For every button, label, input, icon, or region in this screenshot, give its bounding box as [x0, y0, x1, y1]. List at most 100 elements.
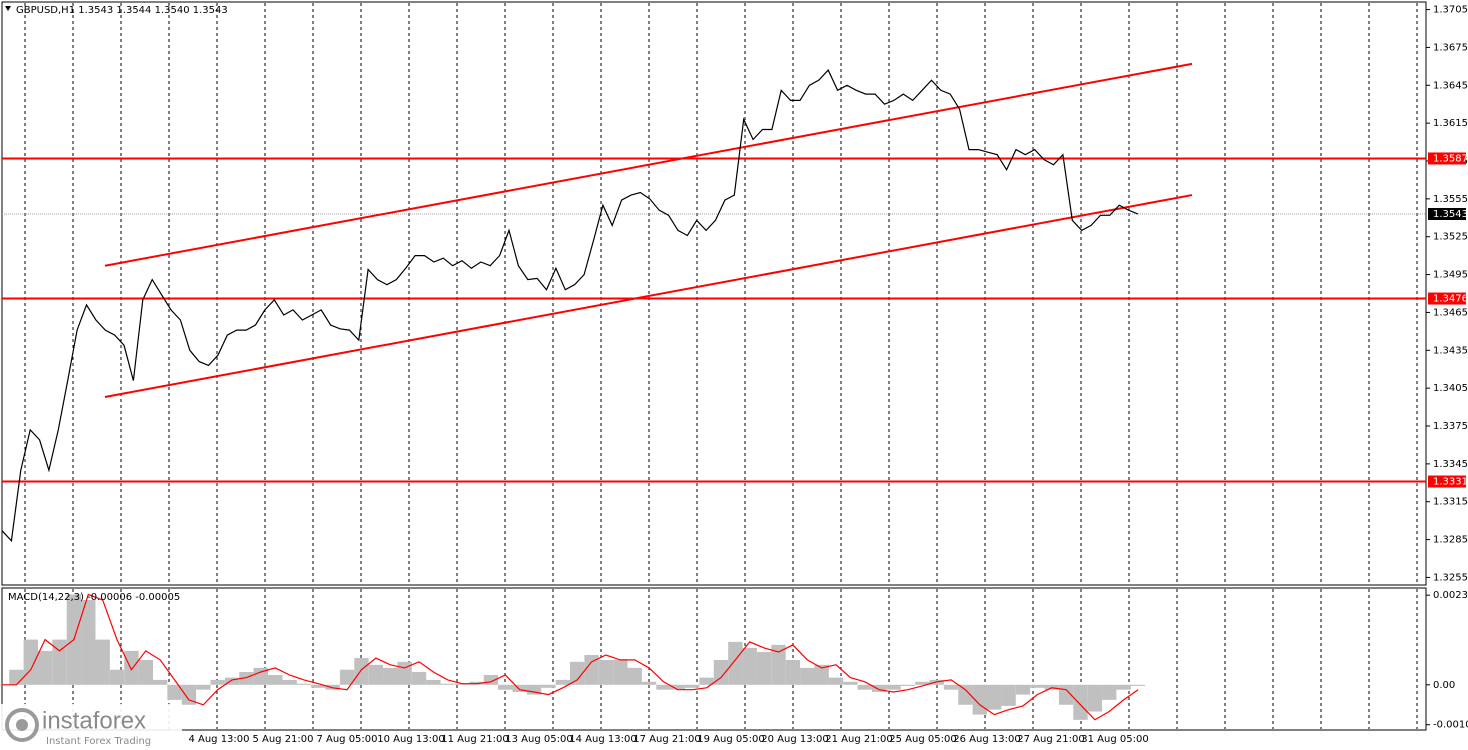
macd-bar: [95, 639, 110, 685]
macd-bar: [613, 659, 628, 685]
macd-bar: [196, 684, 211, 690]
level-label: 1.3476: [1433, 294, 1468, 305]
macd-bar: [1030, 684, 1045, 688]
macd-bar: [1130, 684, 1146, 686]
macd-bar: [915, 681, 930, 685]
signal-line: [2, 593, 1139, 721]
macd-bar: [268, 675, 283, 685]
macd-bar: [598, 659, 614, 685]
macd-bar: [152, 679, 168, 685]
macd-bar: [124, 650, 139, 685]
x-tick-label: 17 Aug 21:00: [633, 734, 700, 745]
macd-bar: [627, 667, 642, 685]
logo: instaforex Instant Forex Trading: [0, 704, 182, 750]
level-label-box: [1428, 475, 1466, 488]
x-tick-label: 25 Aug 05:00: [889, 734, 956, 745]
y-tick-label: 1.3675: [1433, 42, 1468, 53]
macd-bar: [555, 679, 570, 685]
macd-bar: [253, 667, 269, 685]
macd-bar: [871, 684, 887, 692]
price-pane: [1, 1, 1427, 586]
macd-bar: [785, 659, 801, 685]
macd-bar: [440, 683, 455, 685]
x-tick-label: 10 Aug 13:00: [377, 734, 444, 745]
y-tick-label: 1.3435: [1433, 345, 1468, 356]
macd-bar: [81, 600, 96, 685]
macd-bar: [526, 684, 542, 695]
macd-bar: [109, 669, 125, 685]
macd-bar: [670, 684, 686, 690]
macd-bar: [339, 669, 355, 685]
macd-bar: [210, 679, 225, 685]
macd-bar: [311, 684, 326, 688]
macd-bar: [685, 684, 700, 688]
logo-tagline: Instant Forex Trading: [46, 736, 151, 747]
macd-bar: [512, 684, 527, 692]
macd-bar: [181, 684, 197, 705]
current-price-label: 1.3543: [1433, 209, 1468, 220]
macd-bar: [239, 671, 254, 685]
macd-bar: [483, 675, 499, 685]
y-tick-label: 1.3555: [1433, 194, 1468, 205]
title-arrow: [5, 6, 11, 11]
price-line: [1, 69, 1139, 543]
macd-bar: [656, 684, 671, 690]
macd-bar: [52, 639, 67, 685]
x-tick-label: 27 Aug 21:00: [1017, 734, 1084, 745]
macd-bar: [713, 659, 729, 685]
macd-bar: [570, 661, 585, 685]
x-tick-label: 5 Aug 21:00: [252, 734, 313, 745]
macd-bar: [843, 681, 858, 685]
macd-bar: [411, 671, 427, 685]
macd-bar: [756, 652, 772, 685]
macd-bar: [23, 639, 38, 685]
logo-name: instaforex: [42, 707, 146, 734]
macd-bar: [728, 641, 743, 685]
channel-line: [104, 62, 1193, 267]
macd-bar: [886, 684, 901, 690]
y-tick-label: 1.3525: [1433, 232, 1468, 243]
macd-bar: [167, 684, 182, 700]
macd-bar: [958, 684, 973, 705]
plot-layer: 1.37051.36751.36451.36151.35851.35551.35…: [0, 3, 1468, 745]
y-tick-label: 1.3495: [1433, 270, 1468, 281]
macd-bar: [857, 684, 872, 690]
macd-bar: [1087, 684, 1103, 712]
y-tick-label: 1.3615: [1433, 118, 1468, 129]
macd-bar: [541, 684, 556, 688]
x-tick-label: 11 Aug 21:00: [441, 734, 508, 745]
macd-bar: [987, 684, 1002, 710]
macd-bar: [37, 650, 53, 685]
macd-bar: [1073, 684, 1088, 720]
macd-bar: [742, 647, 757, 685]
current-price-box: [1428, 208, 1466, 220]
macd-bar: [584, 655, 599, 685]
x-tick-label: 21 Aug 21:00: [825, 734, 892, 745]
macd-bar: [383, 667, 398, 685]
y-tick-label: 0.00238: [1433, 590, 1468, 601]
y-tick-label: 1.3285: [1433, 535, 1468, 546]
macd-bar: [9, 669, 24, 685]
macd-title: MACD(14,22,3) -0.00006 -0.00005: [8, 592, 180, 603]
macd-bar: [498, 684, 513, 690]
x-tick-label: 19 Aug 05:00: [697, 734, 764, 745]
level-label-box: [1428, 152, 1466, 165]
y-tick-label: 1.3375: [1433, 421, 1468, 432]
macd-bar: [354, 658, 369, 685]
macd-bar: [1116, 684, 1131, 690]
macd-bar: [224, 677, 240, 685]
y-tick-label: 1.3645: [1433, 80, 1468, 91]
y-tick-label: 1.3465: [1433, 307, 1468, 318]
x-tick-label: 7 Aug 05:00: [316, 734, 377, 745]
macd-bar: [368, 664, 384, 685]
level-label-box: [1428, 292, 1466, 305]
macd-bar: [828, 677, 844, 685]
macd-bar: [900, 684, 916, 686]
macd-bar: [1001, 684, 1016, 706]
level-label: 1.3587: [1433, 153, 1468, 164]
macd-bar: [1102, 684, 1117, 700]
macd-bar: [1015, 684, 1031, 695]
level-label: 1.3331: [1433, 477, 1468, 488]
x-tick-label: 13 Aug 05:00: [505, 734, 572, 745]
